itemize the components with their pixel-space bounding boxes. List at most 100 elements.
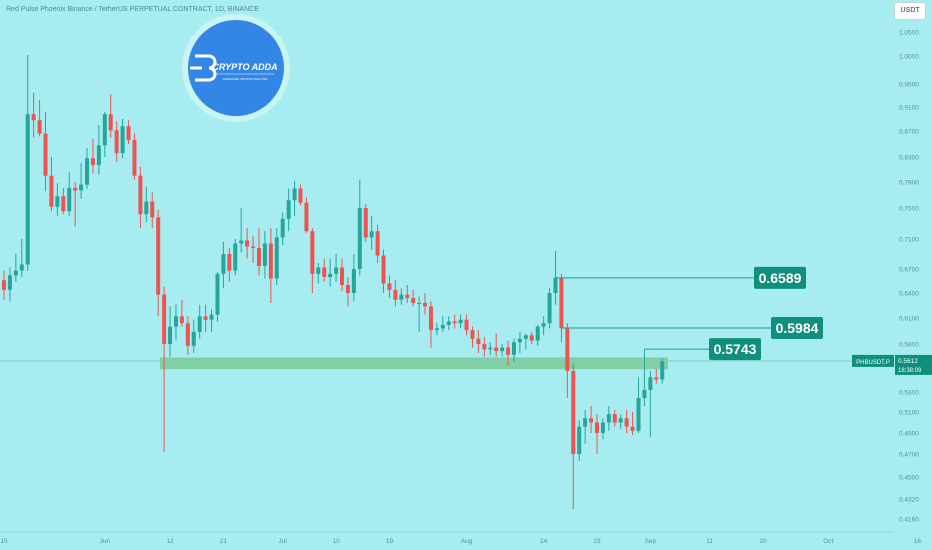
candle (434, 323, 439, 336)
target-label-bg (709, 338, 761, 361)
candle-body (280, 218, 285, 238)
candle-body (197, 316, 202, 332)
candle (387, 275, 392, 298)
candle (168, 306, 173, 357)
candle (583, 410, 588, 444)
candle-body (19, 264, 24, 271)
candle-body (488, 347, 493, 350)
candle (500, 344, 505, 357)
candle-body (470, 330, 475, 339)
logo-text: CRYPTO ADDA (212, 62, 277, 72)
candle (624, 410, 629, 433)
logo: CRYPTO ADDA ADVANCED CRYPTO ANALYSIS (182, 14, 290, 122)
logo-b-mark (190, 54, 217, 82)
candle-body (43, 133, 48, 176)
candle-body (262, 243, 267, 266)
candle-body (256, 248, 261, 266)
candle-body (144, 201, 149, 215)
candle-body (351, 269, 356, 293)
x-tick-label: 16 (914, 538, 922, 545)
candle-body (357, 208, 362, 269)
candle (197, 304, 202, 339)
candle-body (156, 217, 161, 295)
candle (227, 248, 232, 282)
candle-body (114, 130, 119, 154)
candle (511, 338, 516, 362)
candle (7, 267, 12, 302)
candle (612, 410, 617, 427)
target-label: 0.6589 (754, 266, 806, 289)
target-label-text: 0.6589 (759, 270, 802, 286)
candle (256, 228, 261, 276)
candle-body (286, 200, 291, 219)
candle-body (298, 188, 303, 203)
x-tick-label: 21 (220, 538, 228, 545)
candle (345, 277, 350, 307)
candle-body (417, 303, 422, 304)
currency-button[interactable]: USDT (894, 2, 926, 20)
candle-body (292, 188, 297, 201)
candle-body (120, 126, 125, 154)
candle-body (2, 280, 6, 290)
candle-body (571, 371, 576, 454)
candle-body (523, 335, 528, 339)
candle-body (577, 426, 582, 454)
candle (150, 192, 155, 229)
candle (162, 286, 167, 452)
candle-body (239, 240, 244, 244)
candle (120, 119, 125, 159)
candle (357, 179, 362, 276)
candle (340, 258, 345, 292)
candle (49, 157, 54, 212)
candle-body (102, 114, 107, 146)
candle (494, 333, 499, 357)
candle-body (79, 184, 84, 191)
candle-body (85, 158, 90, 185)
candle-body (595, 422, 599, 433)
candle-body (304, 202, 309, 232)
candle-body (446, 321, 451, 325)
x-tick-label: Jul (279, 538, 288, 545)
candle-body (606, 414, 611, 423)
candle (476, 330, 481, 353)
candle (191, 319, 196, 353)
y-tick-label: 0.9500 (899, 82, 919, 89)
candle (482, 337, 487, 357)
x-tick-label: 19 (386, 538, 394, 545)
candle-body (589, 418, 594, 423)
current-price-tag: PHBUSDT.P 0.5612 18:38:09 (852, 354, 932, 375)
x-tick-label: 20 (759, 538, 767, 545)
candle (363, 204, 368, 242)
candle (423, 293, 428, 315)
candle-body (500, 347, 505, 352)
candle-body (428, 306, 433, 331)
candle-body (345, 285, 350, 293)
candle (440, 316, 445, 332)
candle-body (73, 187, 78, 191)
y-tick-label: 1.0000 (899, 54, 919, 61)
candle-body (203, 316, 208, 320)
x-tick-label: Aug (461, 538, 473, 545)
candle (595, 414, 599, 454)
candle-body (179, 316, 184, 324)
candle (173, 304, 178, 341)
candle (215, 272, 220, 322)
candle (547, 288, 552, 329)
candle (600, 418, 605, 440)
candle-body (482, 344, 487, 350)
candle (411, 289, 416, 307)
candle (322, 258, 327, 282)
candle (452, 314, 457, 329)
candle (446, 316, 451, 331)
candle (179, 299, 184, 327)
candle-body (55, 196, 60, 207)
candle (203, 304, 208, 332)
candle-body (328, 273, 333, 277)
candle-body (173, 316, 178, 327)
y-tick-label: 0.4160 (899, 517, 919, 524)
candle-body (310, 231, 315, 274)
candle-body (61, 196, 66, 212)
logo-circle (188, 20, 284, 116)
candle-body (660, 361, 665, 380)
candle (25, 55, 30, 271)
